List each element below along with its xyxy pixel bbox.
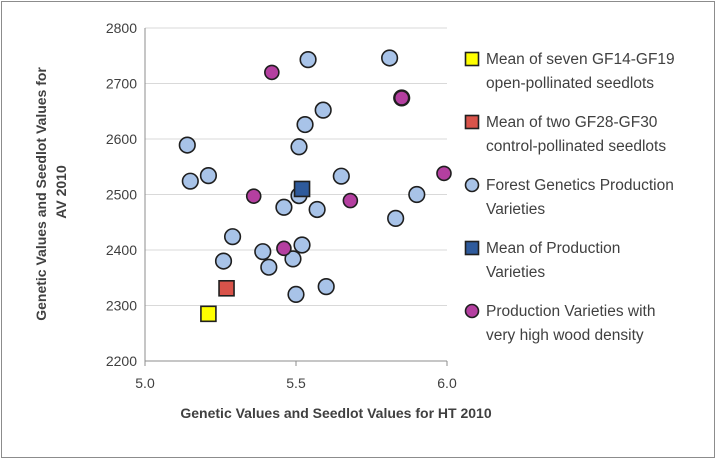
y-tick-label: 2300 bbox=[106, 298, 137, 314]
data-point bbox=[264, 64, 280, 81]
legend-label-line: Production Varieties with bbox=[486, 303, 655, 320]
data-point bbox=[214, 252, 233, 270]
legend: Mean of seven GF14-GF19 open-pollinated s… bbox=[464, 51, 675, 344]
data-point bbox=[436, 165, 452, 182]
data-point bbox=[299, 51, 317, 69]
data-point bbox=[254, 243, 272, 261]
y-tick-label: 2600 bbox=[106, 131, 137, 147]
legend-item: Mean of two GF28-GF30 control-pollinated … bbox=[464, 114, 666, 155]
data-point bbox=[293, 236, 311, 254]
data-point bbox=[199, 167, 218, 185]
data-point bbox=[296, 115, 314, 134]
legend-label-line: Forest Genetics Production bbox=[486, 177, 674, 194]
data-point bbox=[276, 240, 292, 257]
legend-label-line: Mean of Production bbox=[486, 240, 620, 257]
legend-item: Production Varieties with very high wood … bbox=[464, 303, 655, 344]
data-point bbox=[284, 250, 302, 268]
y-tick-label: 2700 bbox=[106, 76, 137, 92]
legend-circle-marker bbox=[464, 177, 480, 193]
x-axis-title: Genetic Values and Seedlot Values for HT… bbox=[180, 405, 491, 421]
x-tick-label: 5.0 bbox=[135, 375, 155, 391]
legend-label-line: Mean of two GF28-GF30 bbox=[486, 114, 658, 131]
legend-square-marker bbox=[464, 51, 480, 67]
legend-item: Forest Genetics Production Varieties bbox=[464, 177, 674, 218]
axes bbox=[144, 28, 448, 366]
data-point bbox=[342, 192, 359, 209]
y-tick-labels: 2200 2300 2400 2500 2600 2700 2800 bbox=[106, 20, 137, 369]
data-point bbox=[317, 278, 335, 296]
data-point bbox=[408, 185, 426, 204]
legend-label-line: open-pollinated seedlots bbox=[486, 75, 654, 92]
data-point-square bbox=[218, 279, 235, 297]
legend-label-line: Varieties bbox=[486, 264, 545, 281]
y-axis-title-line-2: AV 2010 bbox=[53, 165, 69, 219]
data-point bbox=[387, 209, 405, 227]
y-tick-label: 2800 bbox=[106, 20, 137, 36]
legend-square-marker bbox=[464, 240, 480, 256]
legend-item: Mean of seven GF14-GF19 open-pollinated s… bbox=[464, 51, 675, 92]
x-tick-labels: 5.0 5.5 6.0 bbox=[135, 375, 457, 391]
data-point bbox=[393, 90, 410, 106]
data-point bbox=[178, 136, 196, 154]
legend-item: Mean of Production Varieties bbox=[464, 240, 620, 281]
data-point bbox=[287, 285, 305, 304]
data-point bbox=[290, 138, 308, 156]
y-tick-label: 2500 bbox=[106, 187, 137, 203]
data-point bbox=[181, 172, 199, 190]
data-point bbox=[275, 198, 293, 216]
data-point-square bbox=[293, 180, 311, 198]
y-axis-title: Genetic Values and Seedlot Values for AV… bbox=[33, 63, 69, 321]
y-tick-label: 2200 bbox=[106, 353, 137, 369]
y-axis-title-line-1: Genetic Values and Seedlot Values for bbox=[33, 67, 49, 321]
data-point-square bbox=[200, 305, 217, 323]
legend-square-marker bbox=[464, 114, 480, 130]
legend-label-line: Varieties bbox=[486, 201, 545, 218]
data-points bbox=[178, 49, 452, 323]
data-point bbox=[245, 188, 262, 204]
legend-label-line: very high wood density bbox=[486, 327, 644, 344]
data-point bbox=[381, 49, 399, 67]
y-tick-label: 2400 bbox=[106, 242, 137, 258]
legend-circle-marker bbox=[464, 303, 480, 319]
data-point bbox=[332, 167, 350, 185]
x-tick-label: 5.5 bbox=[286, 375, 306, 391]
data-point bbox=[223, 228, 242, 246]
legend-label-line: control-pollinated seedlots bbox=[486, 138, 666, 155]
data-point bbox=[260, 258, 278, 276]
legend-label-line: Mean of seven GF14-GF19 bbox=[486, 51, 675, 68]
data-point bbox=[308, 200, 326, 219]
data-point bbox=[314, 101, 332, 119]
x-tick-label: 6.0 bbox=[437, 375, 457, 391]
